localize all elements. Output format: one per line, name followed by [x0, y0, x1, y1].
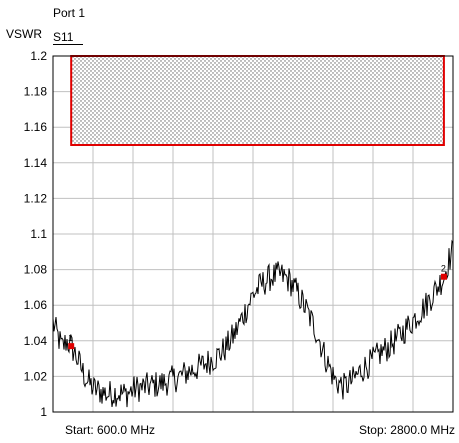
y-tick-label: 1 [40, 405, 47, 419]
trace-name: S11 [53, 30, 84, 45]
port-label: Port 1 [53, 6, 86, 20]
y-tick-label: 1.2 [30, 49, 47, 63]
limit-region [70, 55, 445, 146]
marker-label-1: 1 [68, 333, 73, 343]
y-tick-labels: 1 1.02 1.04 1.06 1.08 1.1 1.12 1.14 1.16 1.18 1.2 [24, 49, 48, 419]
y-tick-label: 1.12 [24, 191, 48, 205]
y-tick-label: 1.18 [24, 85, 48, 99]
plot-frame [52, 55, 454, 413]
stop-frequency-label: Stop: 2800.0 MHz [359, 423, 455, 437]
start-frequency-label: Start: 600.0 MHz [65, 423, 155, 437]
y-tick-label: 1.08 [24, 263, 48, 277]
markers: 12 [68, 264, 447, 350]
y-tick-label: 1.06 [24, 298, 48, 312]
s11-trace [52, 239, 454, 408]
y-tick-label: 1.16 [24, 120, 48, 134]
marker-label-2: 2 [441, 264, 446, 274]
y-tick-label: 1.14 [24, 156, 48, 170]
marker-1 [68, 343, 75, 350]
vswr-unit-label: VSWR [6, 27, 42, 41]
y-tick-label: 1.1 [30, 227, 47, 241]
marker-2 [440, 273, 447, 280]
y-tick-label: 1.04 [24, 334, 48, 348]
y-tick-label: 1.02 [24, 369, 48, 383]
